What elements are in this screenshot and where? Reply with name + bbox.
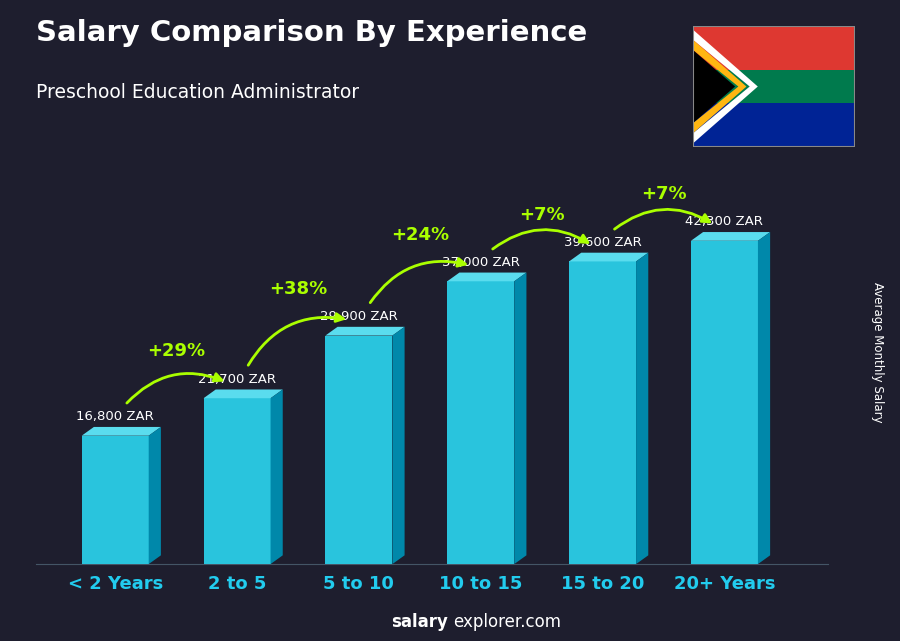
Polygon shape — [82, 427, 161, 436]
Bar — [693, 26, 855, 87]
Polygon shape — [447, 272, 526, 281]
Polygon shape — [636, 253, 648, 564]
Polygon shape — [691, 241, 758, 564]
Polygon shape — [326, 327, 405, 336]
Text: explorer.com: explorer.com — [453, 613, 561, 631]
Text: +29%: +29% — [147, 342, 205, 360]
Polygon shape — [326, 336, 392, 564]
Polygon shape — [514, 272, 526, 564]
Text: 29,900 ZAR: 29,900 ZAR — [320, 310, 398, 323]
Text: 21,700 ZAR: 21,700 ZAR — [198, 372, 276, 385]
Polygon shape — [203, 398, 271, 564]
Polygon shape — [392, 327, 405, 564]
Polygon shape — [569, 253, 648, 262]
Polygon shape — [569, 262, 636, 564]
Text: Average Monthly Salary: Average Monthly Salary — [871, 282, 884, 423]
Text: +7%: +7% — [518, 206, 564, 224]
Text: Preschool Education Administrator: Preschool Education Administrator — [36, 83, 359, 103]
Polygon shape — [203, 390, 283, 398]
Polygon shape — [693, 40, 746, 133]
Polygon shape — [82, 436, 148, 564]
Polygon shape — [691, 232, 770, 241]
Polygon shape — [758, 232, 770, 564]
Text: 39,600 ZAR: 39,600 ZAR — [563, 236, 642, 249]
Polygon shape — [447, 281, 514, 564]
Polygon shape — [148, 427, 161, 564]
Text: 37,000 ZAR: 37,000 ZAR — [442, 256, 519, 269]
Text: 42,300 ZAR: 42,300 ZAR — [686, 215, 763, 228]
Text: +24%: +24% — [391, 226, 449, 244]
Text: +7%: +7% — [641, 185, 687, 203]
Polygon shape — [271, 390, 283, 564]
Text: Salary Comparison By Experience: Salary Comparison By Experience — [36, 19, 587, 47]
Text: +38%: +38% — [269, 280, 327, 298]
Text: 16,800 ZAR: 16,800 ZAR — [76, 410, 154, 423]
Polygon shape — [693, 50, 735, 123]
Bar — [693, 71, 855, 103]
Polygon shape — [693, 29, 758, 144]
Text: salary: salary — [392, 613, 448, 631]
Bar — [693, 87, 855, 147]
